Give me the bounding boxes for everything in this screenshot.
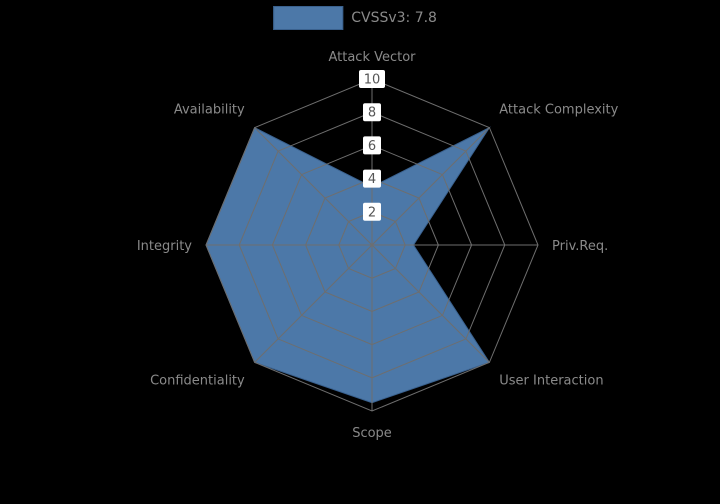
axis-label: User Interaction: [499, 373, 603, 388]
axis-label: Attack Complexity: [499, 103, 618, 118]
tick-label: 8: [368, 106, 376, 121]
legend-swatch: [273, 6, 344, 30]
tick-label-box: [363, 202, 381, 221]
tick-label-box: [359, 70, 385, 88]
tick-label: 10: [364, 73, 381, 88]
axis-spoke: [371, 127, 490, 246]
axis-label: Attack Vector: [328, 50, 416, 65]
axis-spoke: [371, 244, 490, 363]
axis-label: Scope: [352, 426, 392, 441]
legend: CVSSv3: 7.8: [273, 6, 437, 30]
axis-spoke: [254, 244, 373, 363]
axis-label: Confidentiality: [150, 373, 245, 388]
tick-label: 4: [368, 172, 376, 187]
tick-label-box: [363, 169, 381, 188]
axis-label: Priv.Req.: [552, 239, 608, 254]
legend-label: CVSSv3: 7.8: [351, 10, 437, 26]
axis-label: Integrity: [137, 239, 192, 254]
tick-label: 6: [368, 139, 376, 154]
axis-spoke: [254, 127, 373, 246]
tick-label-box: [363, 103, 381, 122]
tick-label: 2: [368, 205, 376, 220]
axis-label: Availability: [174, 103, 245, 118]
tick-label-box: [363, 136, 381, 155]
